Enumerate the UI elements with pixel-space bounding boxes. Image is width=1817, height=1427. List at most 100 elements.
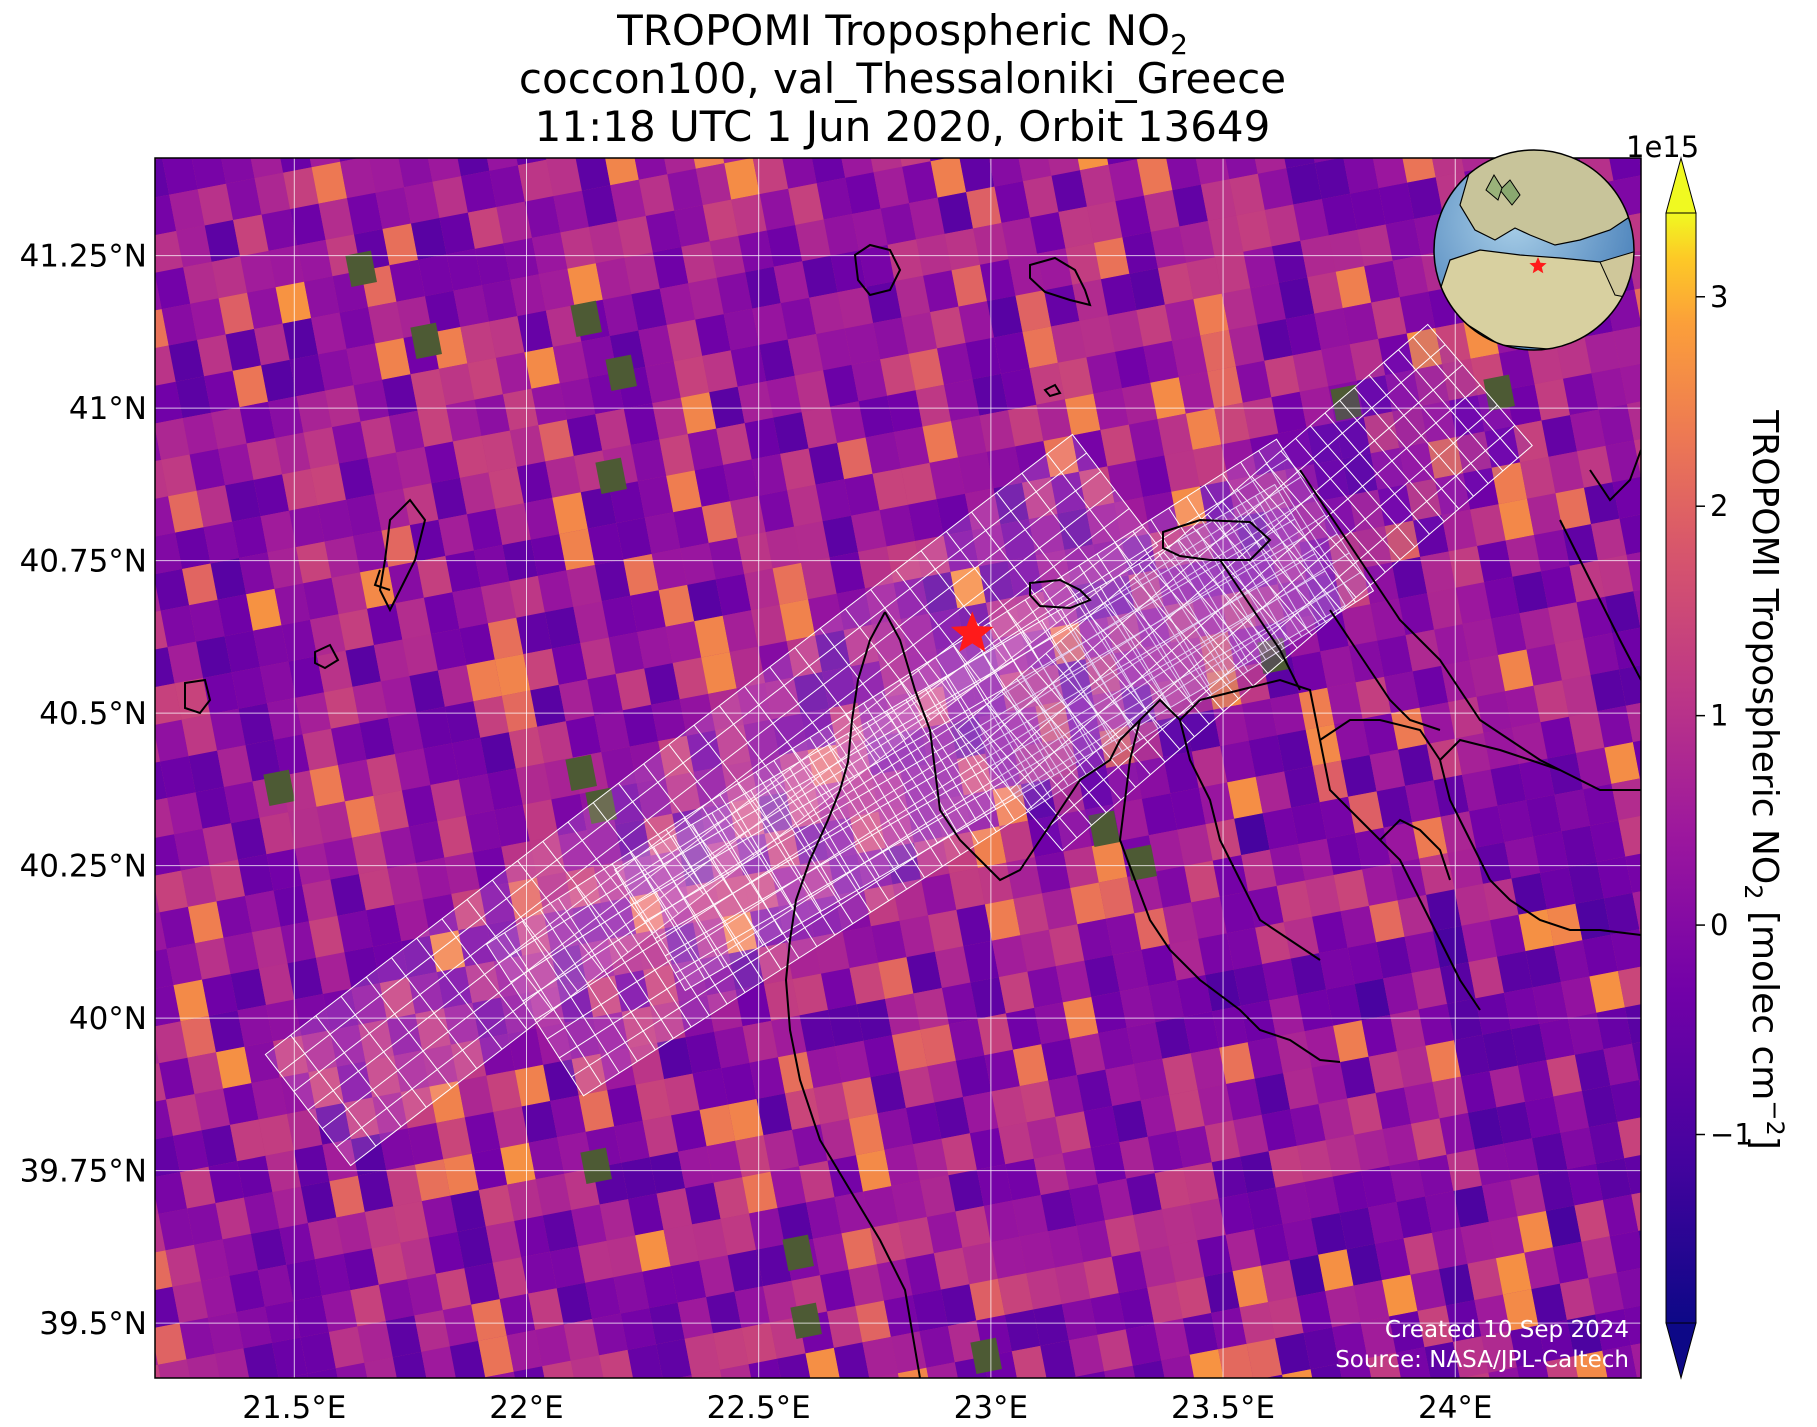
no2-pixel-cell [1419,853,1455,895]
no2-pixel-cell [1588,1121,1625,1164]
no2-pixel-cell [878,806,914,849]
no2-pixel-cell [239,552,275,595]
no2-pixel-cell [674,205,710,247]
no2-pixel-cell [1220,740,1256,783]
no2-pixel-cell [1325,1134,1362,1177]
no2-pixel-cell [1126,1022,1163,1065]
footprint-grid-line [974,344,1446,750]
no2-pixel-cell [187,1052,223,1095]
no2-pixel-cell [865,432,902,474]
no2-pixel-cell [934,946,971,988]
map-title-line-1: TROPOMI Tropospheric NO2 [155,10,1650,59]
no2-pixel-cell [1226,1078,1262,1121]
no2-pixel-cell [325,385,361,428]
no2-pixel-cell [310,614,346,657]
no2-pixel-cell [1313,158,1340,163]
no2-pixel-cell [1069,1033,1106,1076]
no2-pixel-cell [1055,1111,1091,1154]
no2-pixel-cell [734,1286,770,1328]
no2-pixel-cell [863,1035,899,1078]
no2-pixel-cell [1080,164,1116,207]
no2-pixel-cell [1269,995,1305,1037]
no2-pixel-cell [1524,1398,1559,1427]
no2-pixel-cell [516,461,553,504]
latitude-tick-label: 40.5°N [39,696,147,732]
no2-pixel-cell [529,835,566,878]
no2-pixel-cell [575,158,611,191]
no2-pixel-cell [155,231,184,273]
no2-pixel-cell [615,819,651,862]
no2-pixel-cell [1411,967,1447,1010]
no2-pixel-cell [102,1069,138,1111]
no2-pixel-cell [254,323,290,366]
no2-pixel-cell [573,601,609,644]
no2-pixel-cell [930,158,967,198]
no2-pixel-cell [1290,1104,1326,1146]
no2-pixel-cell [1296,1291,1333,1333]
longitude-tick-label: 23.5°E [1171,1390,1275,1426]
no2-pixel-cell [1598,404,1634,446]
no2-pixel-cell [788,183,824,225]
no2-pixel-cell [1179,221,1215,263]
no2-pixel-cell [773,412,809,454]
no2-pixel-cell [1093,237,1130,280]
footprint-grid-line [558,552,1350,1059]
no2-pixel-cell [746,116,782,158]
no2-pixel-cell [400,1388,436,1427]
no2-pixel-cell [1312,760,1349,803]
no2-pixel-cell [636,777,673,820]
no2-pixel-cell [965,337,1001,380]
no2-pixel-cell [474,394,510,436]
globe-landmasses [1439,150,1634,350]
no2-pixel-cell [622,704,659,747]
no2-pixel-cell [311,161,347,204]
no2-pixel-cell [1602,1345,1638,1378]
no2-pixel-cell [707,990,743,1032]
no2-pixel-cell [587,674,623,716]
no2-pixel-cell [1560,1127,1596,1170]
no2-pixel-cell [1264,204,1301,247]
no2-pixel-cell [695,314,731,356]
no2-pixel-cell [1299,386,1336,428]
no2-pixel-cell [155,532,183,575]
no2-pixel-cell [1434,624,1470,666]
no2-pixel-cell [748,1358,781,1378]
no2-pixel-cell [1221,439,1257,481]
no2-pixel-cell [1363,562,1399,605]
no2-pixel-cell [1346,1243,1382,1286]
no2-pixel-cell [542,1210,579,1252]
no2-pixel-cell [862,1336,898,1378]
no2-pixel-cell [613,1271,650,1314]
no2-pixel-cell [1435,322,1471,365]
no2-pixel-cell [500,992,537,1034]
no2-pixel-cell [161,454,197,497]
no2-pixel-cell [1526,794,1562,837]
footprint-grid-line [963,665,1036,787]
no2-pixel-cell [1375,1389,1411,1427]
no2-pixel-cell [1097,1329,1133,1372]
no2-pixel-cell [1077,158,1109,171]
no2-pixel-cell [389,259,425,302]
no2-pixel-cell [155,267,191,310]
no2-pixel-cell [1460,1221,1496,1264]
no2-pixel-cell [856,999,892,1041]
no2-pixel-cell [880,353,916,396]
no2-pixel-cell [232,365,269,408]
no2-pixel-cell [1407,177,1443,219]
no2-pixel-cell [644,512,681,554]
no2-pixel-cell [799,1160,835,1203]
no2-pixel-cell [336,1061,373,1103]
no2-pixel-cell [189,599,225,642]
no2-pixel-cell [155,1214,166,1253]
no2-pixel-cell [407,1122,444,1165]
no2-pixel-cell [942,831,978,874]
no2-pixel-cell [1532,982,1568,1024]
station-marker-star[interactable] [950,611,994,652]
no2-pixel-cell [1233,964,1270,1006]
no2-pixel-cell [1136,158,1173,196]
no2-pixel-cell [165,1396,200,1427]
no2-pixel-cell [394,899,430,942]
no2-pixel-cell [679,693,716,736]
no2-pixel-cell [1037,248,1073,291]
no2-pixel-cell [180,1166,216,1209]
